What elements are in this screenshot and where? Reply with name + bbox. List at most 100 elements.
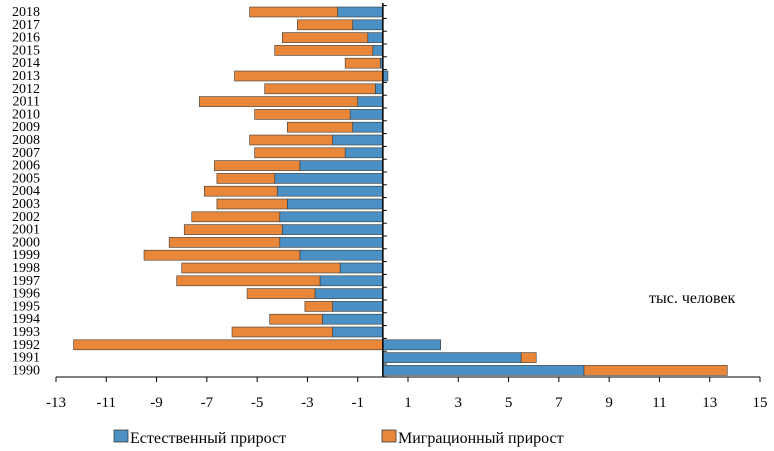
bar-migration-1993 — [231, 326, 333, 338]
bar-migration-1994 — [269, 313, 323, 325]
x-tick-label: 5 — [505, 395, 513, 411]
bar-migration-2001 — [183, 224, 283, 235]
bar-migration-2008 — [249, 134, 333, 146]
bar-migration-1997 — [176, 275, 321, 287]
bar-natural-2018 — [337, 6, 384, 18]
y-tick-label: 2017 — [12, 18, 40, 33]
y-tick-label: 2006 — [12, 159, 40, 174]
x-tick-label: -1 — [351, 395, 364, 411]
bar-migration-2004 — [204, 185, 278, 197]
bar-migration-1998 — [181, 262, 341, 274]
x-tick-label: 3 — [455, 395, 463, 411]
bar-natural-2006 — [299, 160, 384, 171]
x-tick-label: -13 — [46, 395, 66, 411]
bar-migration-1996 — [246, 288, 316, 299]
bar-migration-2006 — [214, 160, 301, 171]
bar-natural-2000 — [279, 237, 384, 248]
bar-migration-2007 — [254, 147, 346, 159]
x-tick-label: 1 — [404, 395, 412, 411]
y-tick-label: 1998 — [12, 261, 40, 276]
legend-label-natural: Естественный прирост — [130, 430, 286, 447]
bar-natural-2001 — [281, 224, 384, 235]
y-tick-label: 1994 — [12, 312, 40, 327]
legend: Естественный прирост Миграционный прирост — [113, 429, 564, 447]
y-tick-label: 2005 — [12, 171, 40, 186]
y-tick-label: 2002 — [12, 210, 40, 225]
x-tick-label: 9 — [605, 395, 613, 411]
y-tick-label: 1999 — [12, 248, 40, 263]
bar-natural-1993 — [332, 326, 384, 338]
bar-migration-1999 — [143, 249, 301, 261]
y-tick-label: 1992 — [12, 338, 40, 353]
x-tick-label: 13 — [702, 395, 717, 411]
bar-natural-2005 — [274, 173, 384, 184]
bar-migration-2017 — [297, 19, 353, 31]
y-tick-label: 1993 — [12, 325, 40, 340]
bar-migration-1990 — [583, 365, 728, 376]
bar-natural-2003 — [287, 198, 384, 210]
bar-migration-2018 — [249, 6, 338, 18]
y-tick-label: 2010 — [12, 107, 40, 122]
y-tick-label: 2012 — [12, 82, 40, 97]
bar-natural-1996 — [314, 288, 384, 299]
y-tick-label: 2011 — [13, 95, 40, 110]
x-tick-label: 7 — [555, 395, 563, 411]
y-tick-label: 2016 — [12, 31, 40, 46]
y-tick-label: 2003 — [12, 197, 40, 212]
bar-migration-2002 — [191, 211, 281, 223]
bars-layer — [73, 5, 728, 378]
y-tick-label: 2000 — [12, 235, 40, 250]
bar-migration-2000 — [168, 237, 281, 248]
x-tick-label: 11 — [652, 395, 666, 411]
y-tick-label: 2001 — [12, 223, 40, 238]
bar-natural-1994 — [322, 313, 384, 325]
y-tick-label: 2009 — [12, 120, 40, 135]
bar-migration-2011 — [199, 96, 359, 107]
bar-natural-2012 — [375, 83, 384, 95]
x-tick-label: -9 — [150, 395, 163, 411]
x-tick-label: -5 — [251, 395, 264, 411]
bar-migration-1992 — [73, 339, 384, 351]
bar-natural-1997 — [319, 275, 384, 287]
unit-label: тыс. человек — [649, 290, 736, 307]
bar-natural-1990 — [382, 365, 585, 376]
bar-natural-1992 — [382, 339, 441, 351]
y-tick-label: 1995 — [12, 299, 40, 314]
bar-migration-2009 — [287, 121, 353, 133]
legend-swatch-natural — [113, 429, 129, 443]
x-tick-label: -3 — [301, 395, 314, 411]
bar-migration-2015 — [274, 45, 374, 56]
bar-migration-2010 — [254, 109, 351, 120]
y-tick-label: 1990 — [12, 363, 40, 378]
x-tick-label: 15 — [753, 395, 768, 411]
y-tick-label: 2008 — [12, 133, 40, 148]
bar-migration-2014 — [344, 57, 381, 69]
bar-migration-2012 — [264, 83, 376, 95]
y-tick-label: 1996 — [12, 287, 40, 302]
bar-natural-2015 — [372, 45, 384, 56]
bar-natural-2017 — [352, 19, 384, 31]
bar-natural-2009 — [352, 121, 384, 133]
y-tick-label: 2018 — [12, 5, 40, 20]
bar-migration-2013 — [234, 70, 384, 82]
bar-natural-2002 — [279, 211, 384, 223]
x-tick-label: -11 — [97, 395, 116, 411]
bar-natural-2007 — [344, 147, 384, 159]
bar-natural-2013 — [382, 70, 389, 82]
legend-swatch-migration — [381, 429, 397, 443]
bar-natural-2011 — [357, 96, 384, 107]
y-tick-label: 1991 — [12, 351, 40, 366]
legend-label-migration: Миграционный прирост — [398, 430, 564, 447]
x-tick-label: -7 — [201, 395, 214, 411]
bar-migration-2005 — [216, 173, 276, 184]
x-axis: -13 -11 -9 -7 -5 -3 -1 1 3 5 7 9 11 13 15 — [46, 376, 768, 411]
y-axis-tick-labels: 1990199119921993199419951996199719981999… — [12, 5, 40, 378]
bar-natural-1995 — [332, 301, 384, 312]
bar-natural-2016 — [367, 32, 384, 43]
bar-natural-2008 — [332, 134, 384, 146]
bar-migration-2016 — [281, 32, 369, 43]
bar-migration-2003 — [216, 198, 288, 210]
bar-natural-1999 — [299, 249, 384, 261]
bar-migration-1995 — [304, 301, 333, 312]
